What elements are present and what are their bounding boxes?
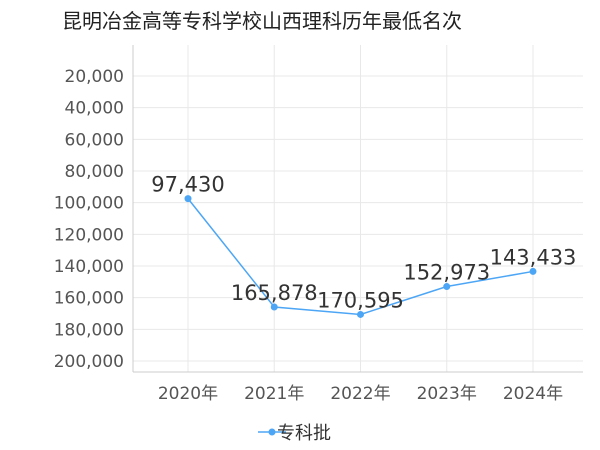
- data-point[interactable]: [270, 303, 278, 311]
- y-tick-label: 60,000: [65, 130, 124, 150]
- data-label: 143,433: [490, 245, 577, 269]
- y-tick-label: 80,000: [65, 162, 124, 182]
- y-tick-label: 200,000: [54, 352, 124, 372]
- y-tick-label: 100,000: [54, 194, 124, 214]
- chart-title: 昆明冶金高等专科学校山西理科历年最低名次: [62, 9, 462, 33]
- data-label: 165,878: [231, 281, 318, 305]
- legend-label[interactable]: 专科批: [277, 423, 331, 444]
- x-tick-label: 2021年: [244, 384, 304, 404]
- data-point[interactable]: [357, 310, 364, 318]
- x-tick-label: 2023年: [417, 384, 477, 404]
- y-tick-label: 180,000: [54, 320, 124, 340]
- grid-layer: [133, 45, 583, 372]
- legend[interactable]: 专科批: [258, 423, 331, 444]
- data-label: 170,595: [317, 288, 404, 312]
- series-layer: [184, 195, 537, 318]
- data-point[interactable]: [184, 195, 192, 203]
- x-tick-label: 2022年: [330, 384, 390, 404]
- data-point[interactable]: [529, 267, 537, 275]
- data-label: 97,430: [151, 173, 224, 197]
- axis-layer: 20,000 40,000 60,000 80,000 100,000 120,000 14…: [54, 45, 583, 404]
- legend-dot-marker: [268, 428, 276, 436]
- data-label: 152,973: [403, 261, 490, 285]
- x-tick-label: 2020年: [158, 384, 218, 404]
- y-tick-label: 140,000: [54, 257, 124, 277]
- x-tick-label: 2024年: [503, 384, 563, 404]
- y-tick-label: 160,000: [54, 289, 124, 309]
- y-tick-label: 40,000: [65, 99, 124, 119]
- y-tick-label: 120,000: [54, 225, 124, 245]
- y-tick-label: 20,000: [65, 67, 124, 87]
- data-point[interactable]: [443, 283, 451, 291]
